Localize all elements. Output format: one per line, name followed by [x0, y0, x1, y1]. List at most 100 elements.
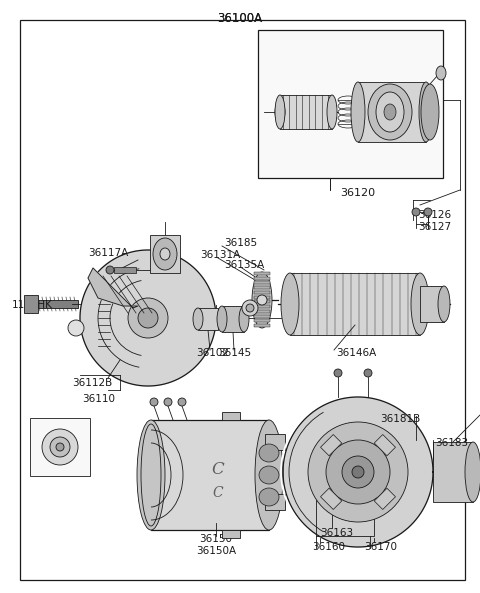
Ellipse shape [342, 456, 374, 488]
Text: 36103: 36103 [46, 446, 79, 456]
Bar [265, 434, 285, 450]
Ellipse shape [424, 208, 432, 216]
Ellipse shape [193, 308, 203, 330]
Bar [290, 273, 420, 335]
Bar [222, 306, 244, 332]
Bar [151, 420, 269, 530]
Ellipse shape [128, 298, 168, 338]
Bar [30, 418, 90, 476]
Ellipse shape [178, 398, 186, 406]
Ellipse shape [376, 92, 404, 132]
Text: 36150: 36150 [200, 534, 232, 544]
Ellipse shape [465, 442, 480, 502]
Bar [222, 530, 240, 538]
Text: 36112B: 36112B [72, 378, 112, 388]
Text: 36100A: 36100A [217, 12, 263, 25]
Text: C: C [213, 486, 223, 500]
Ellipse shape [259, 488, 279, 506]
Text: 36120: 36120 [340, 188, 375, 198]
Bar [254, 296, 270, 299]
Bar [222, 412, 240, 420]
Text: 36131A: 36131A [200, 250, 240, 260]
Bar [358, 82, 426, 142]
Ellipse shape [326, 440, 390, 504]
Bar [254, 319, 270, 322]
Polygon shape [88, 268, 138, 308]
Text: 36127: 36127 [418, 222, 451, 232]
Text: 36100A: 36100A [217, 12, 263, 25]
Bar [254, 314, 270, 317]
Ellipse shape [364, 369, 372, 377]
Text: 36150A: 36150A [196, 546, 236, 556]
Ellipse shape [275, 95, 285, 129]
Bar [254, 277, 270, 280]
Polygon shape [80, 250, 216, 386]
Bar [254, 282, 270, 285]
Ellipse shape [217, 306, 227, 332]
Bar [254, 291, 270, 294]
Ellipse shape [419, 82, 433, 142]
Ellipse shape [164, 398, 172, 406]
Ellipse shape [334, 369, 342, 377]
Ellipse shape [68, 320, 84, 336]
Bar [198, 308, 218, 330]
Bar [321, 488, 342, 509]
Bar [114, 267, 136, 273]
Text: 36170: 36170 [364, 542, 397, 552]
Bar [265, 494, 285, 510]
Text: 36181B: 36181B [380, 414, 420, 424]
Text: 36163: 36163 [320, 528, 353, 538]
Text: 1140HK: 1140HK [12, 300, 53, 310]
Ellipse shape [438, 286, 450, 322]
Ellipse shape [153, 238, 177, 270]
Bar [321, 435, 342, 456]
Ellipse shape [281, 273, 299, 335]
Bar [258, 30, 443, 178]
Ellipse shape [257, 295, 267, 305]
Ellipse shape [384, 104, 396, 120]
Bar [374, 435, 396, 456]
Text: 36183: 36183 [435, 438, 468, 448]
Bar [254, 272, 270, 275]
Bar [38, 300, 78, 308]
Ellipse shape [252, 272, 272, 328]
Bar [433, 442, 473, 502]
Ellipse shape [255, 420, 283, 530]
Ellipse shape [242, 300, 258, 316]
Ellipse shape [138, 308, 158, 328]
Ellipse shape [412, 208, 420, 216]
Ellipse shape [42, 429, 78, 465]
Ellipse shape [421, 84, 439, 140]
Ellipse shape [150, 398, 158, 406]
Ellipse shape [259, 444, 279, 462]
Bar [254, 310, 270, 313]
Bar [420, 286, 444, 322]
Bar [280, 95, 332, 129]
Bar [24, 295, 38, 313]
Ellipse shape [259, 466, 279, 484]
Ellipse shape [160, 248, 170, 260]
Bar [374, 488, 396, 509]
Ellipse shape [368, 84, 412, 140]
Bar [254, 305, 270, 308]
Ellipse shape [56, 443, 64, 451]
Bar [316, 500, 374, 536]
Ellipse shape [436, 66, 446, 80]
Text: 36146A: 36146A [336, 348, 376, 358]
Ellipse shape [351, 82, 365, 142]
Bar [150, 235, 180, 273]
Text: 36135A: 36135A [224, 260, 264, 270]
Ellipse shape [411, 273, 429, 335]
Text: 36102: 36102 [196, 348, 229, 358]
Text: 36182B: 36182B [346, 456, 386, 466]
Bar [254, 286, 270, 289]
Ellipse shape [352, 466, 364, 478]
Text: 36110: 36110 [82, 394, 115, 404]
Text: 36185: 36185 [224, 238, 257, 248]
Ellipse shape [246, 304, 254, 312]
Ellipse shape [308, 422, 408, 522]
Ellipse shape [137, 420, 165, 530]
Ellipse shape [50, 437, 70, 457]
Ellipse shape [239, 306, 249, 332]
Text: 36126: 36126 [418, 210, 451, 220]
